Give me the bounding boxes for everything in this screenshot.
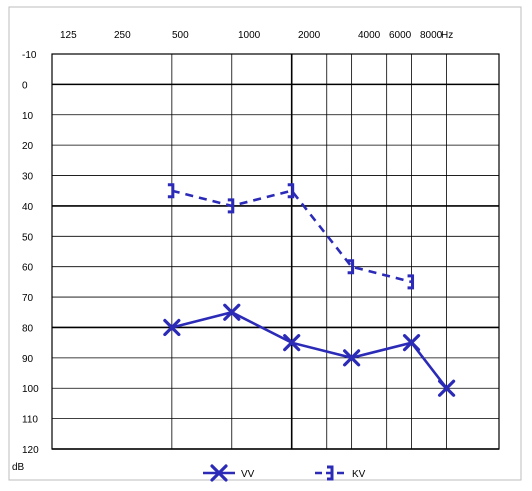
y-tick-label-70: 70 [22,293,34,304]
series-layer [163,183,456,397]
x-tick-label-250: 250 [114,30,131,41]
x-tick-label-6000: 6000 [389,30,412,41]
point-vv-6000 [437,379,456,397]
legend-item-vv: VV [203,464,255,482]
point-kv-250 [167,183,175,199]
legend-marker-vv [210,464,228,482]
point-kv-1000 [287,183,295,199]
legend-marker-kv [327,465,334,481]
x-tick-label-1000: 1000 [238,30,261,41]
legend-item-kv: KV [315,465,366,481]
y-tick-label-90: 90 [22,354,34,365]
y-axis-ticks: -10 0 10 20 30 40 50 60 70 80 90 100 110 120 dB [12,50,39,473]
y-tick-label-120: 120 [22,445,39,456]
legend-label-kv: KV [352,469,366,480]
x-tick-label-2000: 2000 [298,30,321,41]
legend: VV KV [203,464,366,482]
point-kv-2000 [347,259,355,275]
point-kv-4000 [407,274,415,290]
x-unit-label: Hz [441,30,453,41]
chart-frame [8,6,522,481]
point-vv-4000 [402,334,421,352]
x-tick-label-125: 125 [60,30,77,41]
grid [51,53,500,450]
x-tick-label-8000: 8000 [420,30,443,41]
series-line-kv [171,189,412,284]
y-tick-label--10: -10 [22,50,37,61]
y-tick-label-60: 60 [22,263,34,274]
point-kv-500 [227,198,235,214]
point-vv-500 [223,303,241,321]
plot-border [51,53,500,450]
y-tick-label-0: 0 [22,80,28,91]
y-tick-label-10: 10 [22,111,34,122]
point-vv-250 [163,318,181,337]
legend-label-vv: VV [241,469,255,480]
x-tick-label-500: 500 [172,30,189,41]
point-vv-2000 [343,349,361,367]
y-tick-label-80: 80 [22,323,34,334]
y-tick-label-50: 50 [22,232,34,243]
y-tick-label-40: 40 [22,202,34,213]
y-tick-label-110: 110 [22,415,38,426]
y-tick-label-100: 100 [22,384,39,395]
y-tick-label-30: 30 [22,172,34,183]
x-tick-label-4000: 4000 [358,30,381,41]
y-tick-label-20: 20 [22,141,34,152]
point-vv-1000 [283,334,301,352]
y-unit-label: dB [12,462,25,473]
